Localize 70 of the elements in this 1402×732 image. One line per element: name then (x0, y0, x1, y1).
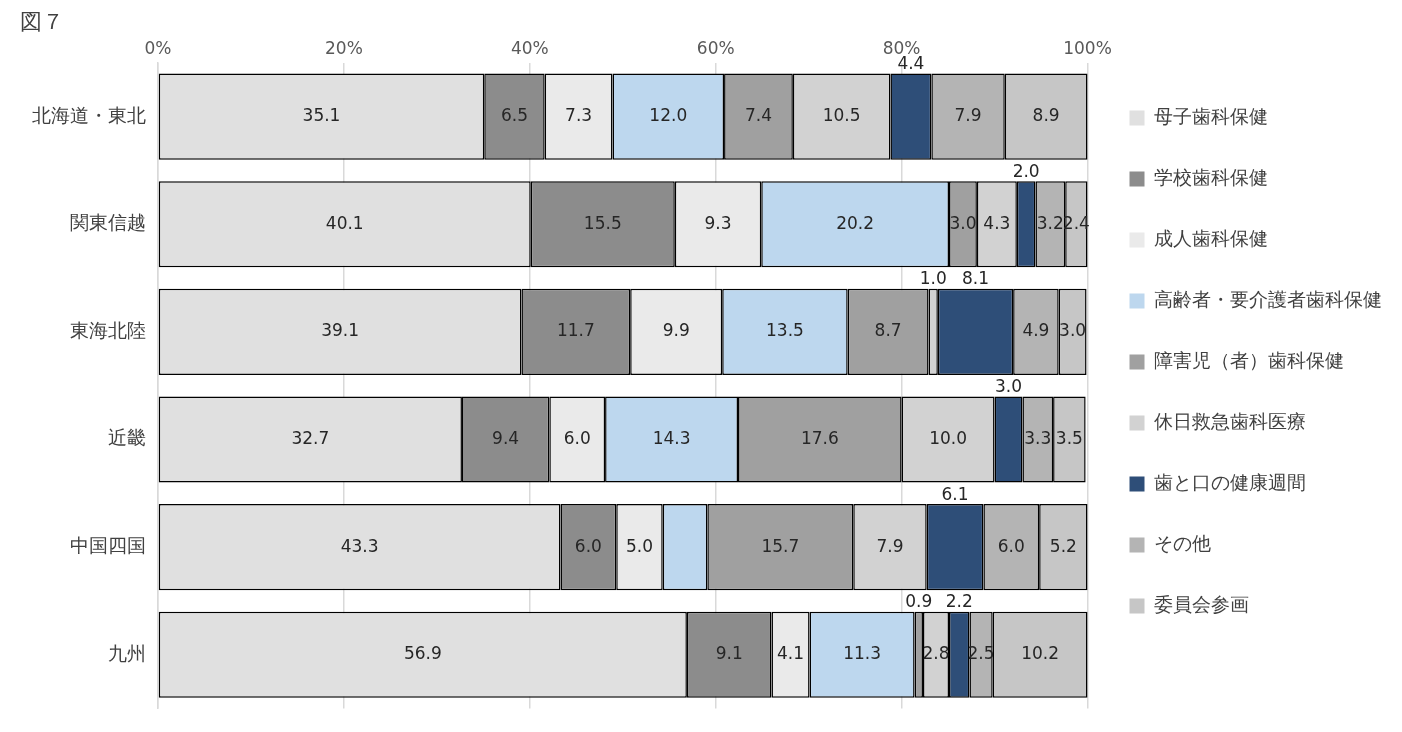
data-label: 9.9 (662, 320, 690, 341)
legend-label: その他 (1154, 531, 1211, 554)
data-label: 10.2 (1021, 643, 1060, 664)
data-label: 35.1 (302, 105, 341, 126)
data-label: 14.3 (652, 427, 691, 448)
data-label: 5.0 (625, 535, 653, 556)
data-label: 3.0 (1059, 320, 1087, 341)
x-tick-label: 0% (144, 38, 172, 59)
data-label: 2.2 (945, 591, 973, 612)
x-tick-label: 60% (696, 38, 735, 59)
data-label: 13.5 (766, 320, 804, 341)
data-label: 9.4 (492, 427, 520, 448)
legend-label: 高齢者・要介護者歯科保健 (1154, 287, 1382, 310)
legend-label: 成人歯科保健 (1154, 226, 1268, 249)
data-label: 7.9 (876, 535, 904, 556)
data-label: 15.7 (761, 535, 800, 556)
data-label: 5.2 (1049, 535, 1077, 556)
data-label: 6.0 (563, 427, 591, 448)
data-label: 8.7 (874, 320, 902, 341)
data-label: 6.5 (500, 105, 528, 126)
data-label: 40.1 (325, 212, 364, 233)
data-label: 32.7 (291, 427, 330, 448)
data-label: 10.0 (929, 427, 967, 448)
data-label: 4.9 (1022, 320, 1050, 341)
data-label: 1.0 (919, 268, 947, 289)
legend-label: 委員会参画 (1154, 592, 1249, 615)
x-tick-label: 40% (510, 38, 549, 59)
data-label: 39.1 (321, 320, 360, 341)
y-tick-label: 北海道・東北 (32, 103, 146, 126)
legend-label: 休日救急歯科医療 (1154, 409, 1306, 432)
data-label: 56.9 (403, 643, 442, 664)
data-label: 11.3 (843, 643, 882, 664)
data-label: 6.1 (941, 483, 969, 504)
data-label: 12.0 (649, 105, 688, 126)
data-label: 6.0 (997, 535, 1025, 556)
y-tick-label: 近畿 (108, 426, 146, 449)
y-tick-label: 関東信越 (70, 211, 146, 234)
data-label: 7.3 (565, 105, 593, 126)
data-label: 7.4 (744, 105, 772, 126)
legend-label: 母子歯科保健 (1154, 104, 1268, 127)
y-tick-label: 中国四国 (70, 534, 146, 557)
y-tick-label: 東海北陸 (70, 318, 146, 341)
data-label: 3.5 (1055, 427, 1083, 448)
data-label: 2.0 (1012, 160, 1040, 181)
data-label: 10.5 (822, 105, 861, 126)
y-tick-label: 九州 (108, 641, 146, 664)
legend-label: 障害児（者）歯科保健 (1154, 348, 1344, 371)
x-tick-label: 20% (325, 38, 363, 59)
data-label: 9.3 (704, 212, 732, 233)
data-label: 43.3 (340, 535, 379, 556)
legend-label: 歯と口の健康週間 (1154, 470, 1306, 493)
data-label: 4.1 (777, 643, 805, 664)
data-label: 8.1 (961, 268, 990, 289)
x-tick-label: 100% (1063, 38, 1112, 59)
data-label: 3.0 (949, 212, 977, 233)
chart-title: 図７ (20, 8, 64, 34)
data-label: 0.9 (905, 591, 933, 612)
data-label: 8.9 (1032, 105, 1060, 126)
data-label: 4.3 (983, 212, 1011, 233)
data-label: 11.7 (556, 320, 595, 341)
data-label: 9.1 (715, 643, 743, 664)
data-label: 20.2 (836, 212, 875, 233)
legend-label: 学校歯科保健 (1154, 165, 1268, 188)
data-label: 3.0 (994, 375, 1023, 396)
data-label: 6.0 (574, 535, 602, 556)
data-label: 7.9 (954, 105, 982, 126)
data-label: 3.3 (1024, 427, 1052, 448)
data-label: 3.2 (1036, 212, 1064, 233)
data-label: 15.5 (583, 212, 622, 233)
data-label: 17.6 (800, 427, 839, 448)
